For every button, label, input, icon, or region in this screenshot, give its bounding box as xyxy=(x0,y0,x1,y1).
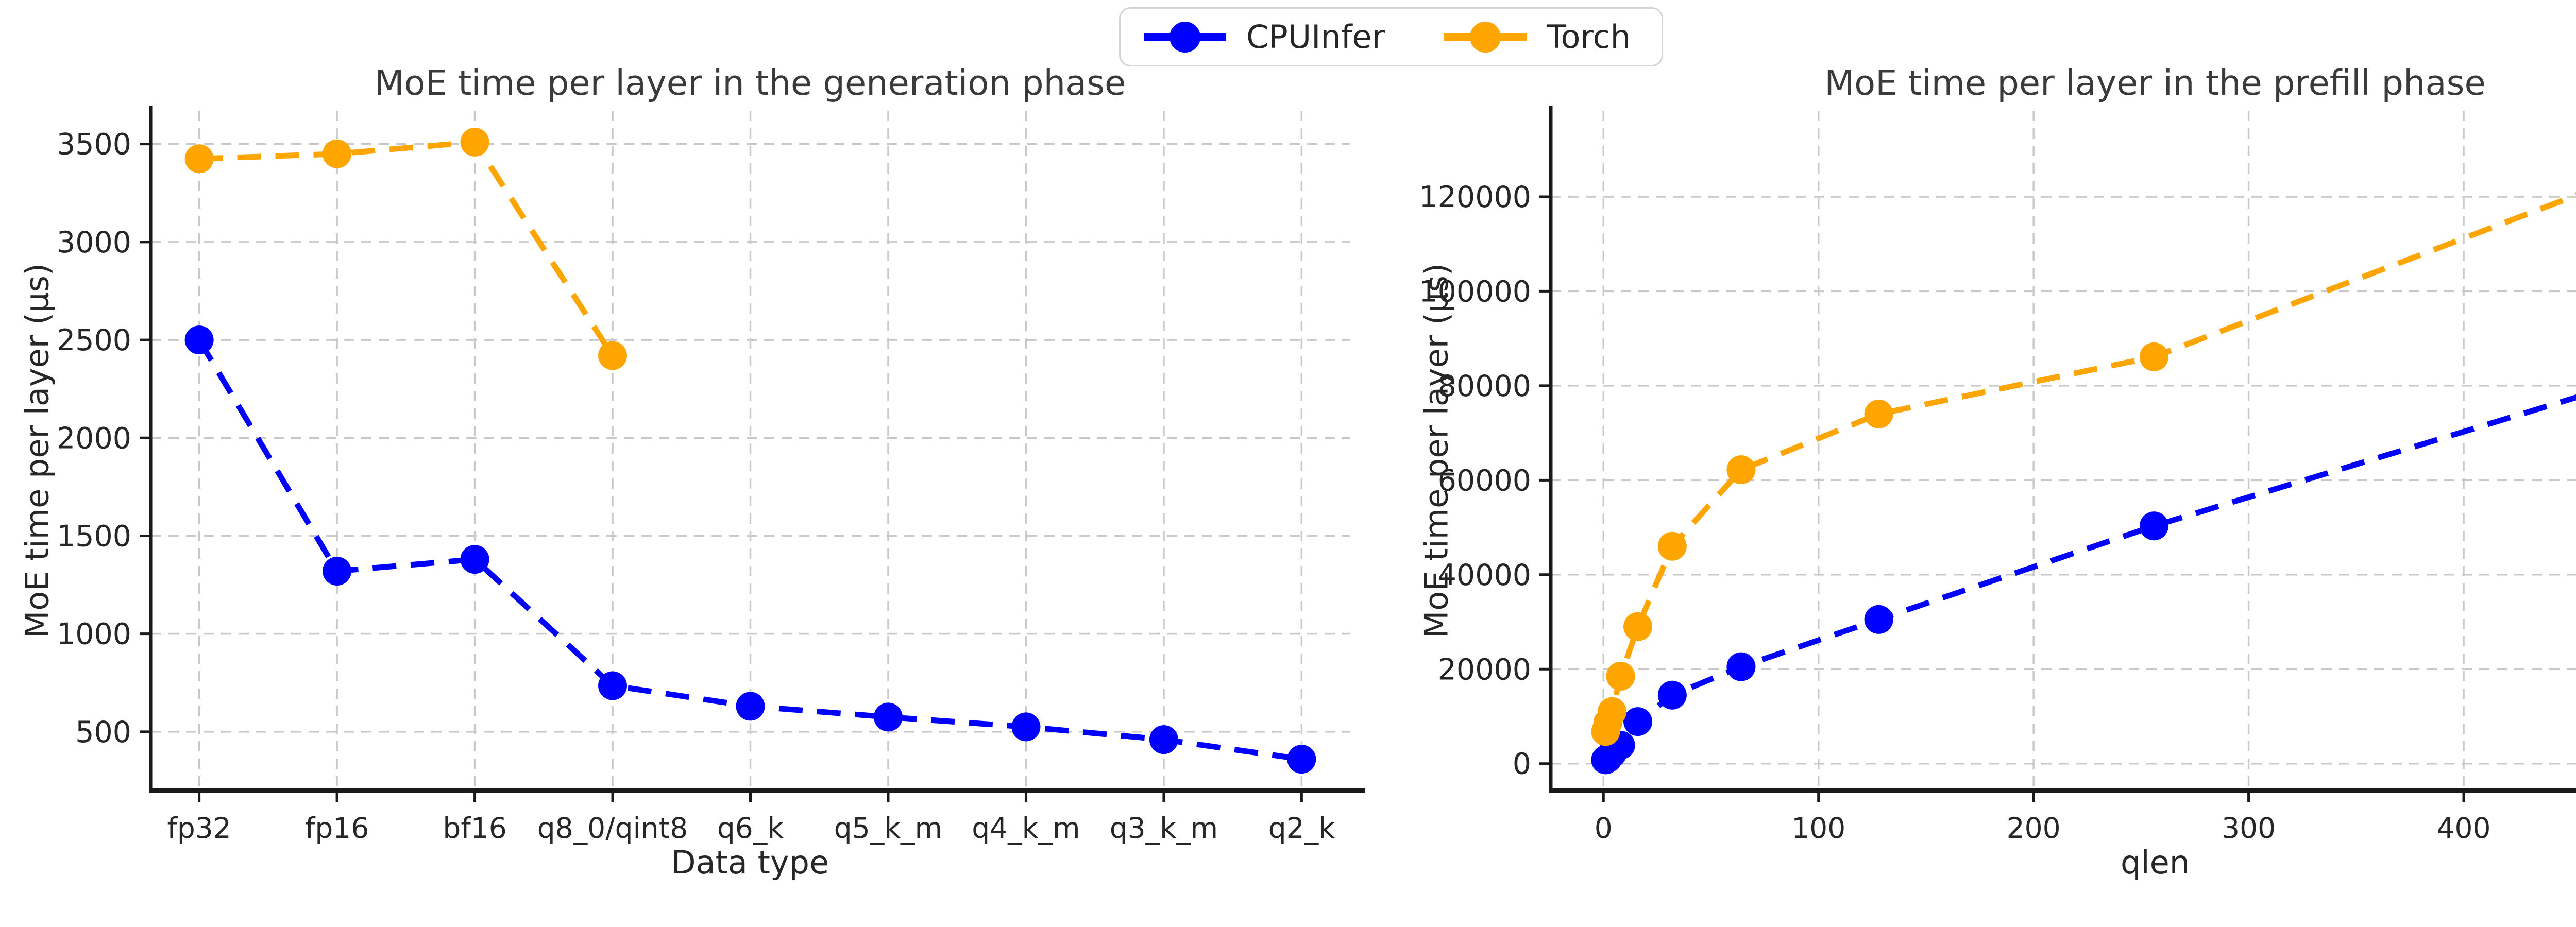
data-point-marker-torch xyxy=(1726,455,1756,485)
left-chart-title: MoE time per layer in the generation pha… xyxy=(374,63,1126,103)
x-tick-label: q8_0/qint8 xyxy=(537,812,688,845)
x-tick-label: 300 xyxy=(2222,812,2276,845)
data-point-marker-cpuinfer xyxy=(1726,652,1756,681)
y-tick-label: 3000 xyxy=(57,226,131,260)
data-point-marker-torch xyxy=(1606,662,1635,691)
series-line-cpuinfer xyxy=(1604,394,2576,762)
data-point-marker-torch xyxy=(323,139,352,168)
data-point-marker-cpuinfer xyxy=(598,671,628,700)
y-tick-label: 2000 xyxy=(57,421,131,455)
cpuinfer-line-marker-icon xyxy=(1144,21,1227,53)
data-point-marker-torch xyxy=(2139,342,2168,371)
legend-label-torch: Torch xyxy=(1547,18,1631,56)
data-point-marker-cpuinfer xyxy=(323,556,352,586)
right-chart-ylabel: MoE time per layer (µs) xyxy=(1417,263,1455,639)
y-tick-label: 2500 xyxy=(57,323,131,357)
torch-line-marker-icon xyxy=(1444,21,1527,53)
data-point-marker-cpuinfer xyxy=(1287,745,1316,774)
data-point-marker-cpuinfer xyxy=(460,545,489,574)
x-tick-label: fp16 xyxy=(305,812,369,845)
y-tick-label: 500 xyxy=(75,715,131,749)
legend-item-torch: Torch xyxy=(1442,18,1631,56)
x-tick-label: 100 xyxy=(1791,812,1845,845)
data-point-marker-cpuinfer xyxy=(2139,511,2168,541)
y-tick-label: 20000 xyxy=(1438,653,1531,686)
x-tick-label: q4_k_m xyxy=(972,812,1080,845)
x-tick-label: 0 xyxy=(1595,812,1613,845)
y-tick-label: 40000 xyxy=(1438,558,1531,592)
y-tick-label: 1500 xyxy=(57,519,131,553)
data-point-marker-cpuinfer xyxy=(184,325,214,355)
x-tick-label: 400 xyxy=(2437,812,2491,845)
data-point-marker-cpuinfer xyxy=(1623,707,1653,736)
data-point-marker-torch xyxy=(1657,531,1687,561)
left-chart-ylabel: MoE time per layer (µs) xyxy=(18,263,56,639)
x-tick-label: 200 xyxy=(2007,812,2061,845)
y-tick-label: 60000 xyxy=(1438,464,1531,497)
data-point-marker-torch xyxy=(460,127,489,157)
x-tick-label: q6_k xyxy=(717,812,784,845)
series-line-torch xyxy=(1603,192,2576,732)
x-tick-label: q3_k_m xyxy=(1110,812,1218,845)
x-tick-label: fp32 xyxy=(167,812,231,845)
y-tick-label: 1000 xyxy=(57,617,131,651)
y-tick-label: 3500 xyxy=(57,128,131,162)
data-point-marker-torch xyxy=(1864,399,1893,428)
left-chart-xlabel: Data type xyxy=(671,844,829,881)
legend-item-cpuinfer: CPUInfer xyxy=(1141,18,1385,56)
data-point-marker-cpuinfer xyxy=(873,702,903,732)
data-point-marker-cpuinfer xyxy=(1011,712,1041,742)
data-point-marker-cpuinfer xyxy=(1657,680,1687,710)
data-point-marker-cpuinfer xyxy=(1864,605,1893,634)
right-chart-title: MoE time per layer in the prefill phase xyxy=(1824,63,2486,103)
legend: CPUInfer Torch xyxy=(1119,7,1663,66)
data-point-marker-torch xyxy=(1623,612,1653,641)
y-tick-label: 0 xyxy=(1513,747,1531,781)
data-point-marker-torch xyxy=(1597,697,1626,726)
data-point-marker-torch xyxy=(184,144,214,174)
x-tick-label: q2_k xyxy=(1268,812,1335,845)
data-point-marker-cpuinfer xyxy=(1149,725,1178,754)
x-tick-label: q5_k_m xyxy=(834,812,942,845)
y-tick-label: 120000 xyxy=(1419,180,1531,214)
data-point-marker-cpuinfer xyxy=(736,692,765,721)
x-tick-label: bf16 xyxy=(443,812,506,845)
y-tick-label: 100000 xyxy=(1419,274,1531,308)
data-point-marker-torch xyxy=(598,341,628,370)
y-tick-label: 80000 xyxy=(1438,369,1531,403)
series-line-torch xyxy=(199,139,615,357)
legend-label-cpuinfer: CPUInfer xyxy=(1246,18,1385,56)
right-chart-xlabel: qlen xyxy=(2120,844,2190,881)
